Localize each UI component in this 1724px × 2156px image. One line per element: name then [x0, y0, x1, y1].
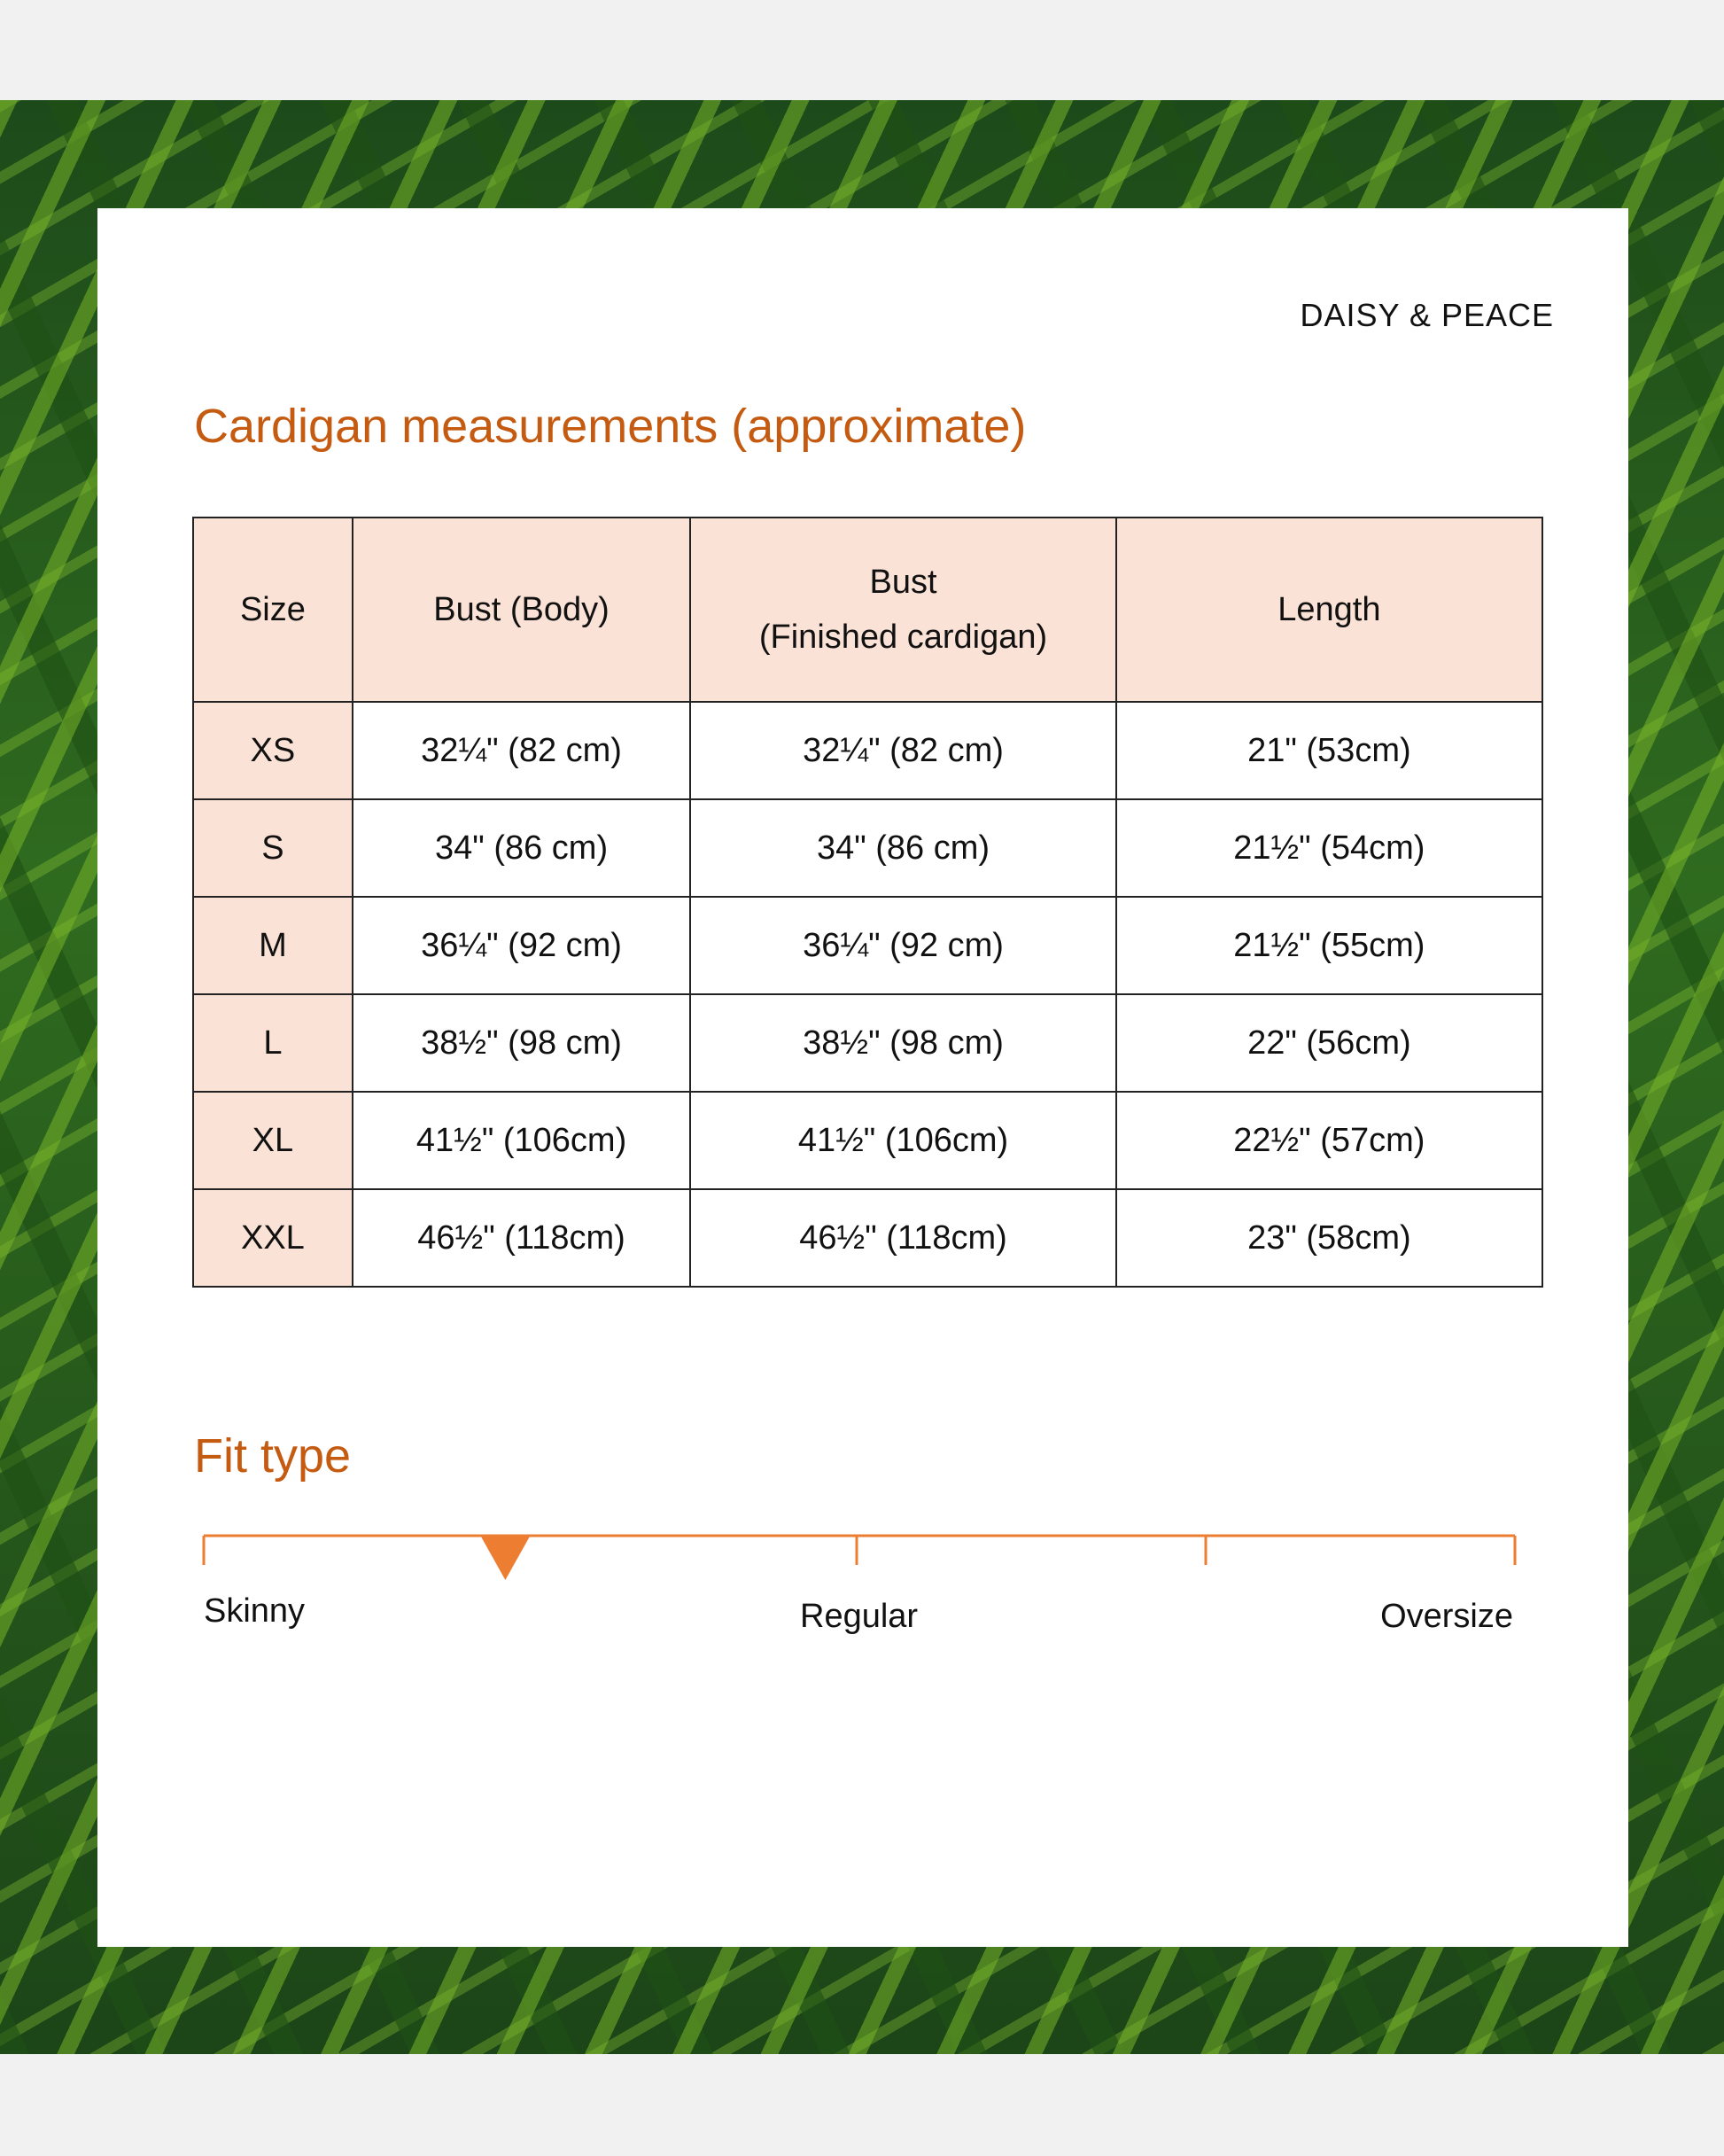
table-row: XXL 46½" (118cm) 46½" (118cm) 23" (58cm) [192, 1188, 1544, 1288]
bust-body-cell: 34" (86 cm) [351, 798, 692, 898]
brand-name: DAISY & PEACE [1300, 297, 1554, 333]
measurements-table: Size Bust (Body) Bust (Finished cardigan)… [192, 517, 1544, 1288]
page-title: Cardigan measurements (approximate) [194, 400, 1027, 453]
bust-finished-cell: 32¼" (82 cm) [689, 701, 1117, 800]
header-length: Length [1114, 517, 1544, 703]
bust-finished-cell: 41½" (106cm) [689, 1091, 1117, 1190]
length-cell: 21½" (54cm) [1114, 798, 1544, 898]
table-row: S 34" (86 cm) 34" (86 cm) 21½" (54cm) [192, 798, 1544, 898]
fit-type-title: Fit type [194, 1429, 352, 1483]
header-bust-finished: Bust (Finished cardigan) [689, 517, 1117, 703]
size-cell: XS [192, 701, 353, 800]
table-header-row: Size Bust (Body) Bust (Finished cardigan)… [192, 517, 1544, 703]
table-row: L 38½" (98 cm) 38½" (98 cm) 22" (56cm) [192, 993, 1544, 1093]
bust-body-cell: 38½" (98 cm) [351, 993, 692, 1093]
length-cell: 21" (53cm) [1114, 701, 1544, 800]
fit-label-skinny: Skinny [204, 1592, 306, 1630]
length-cell: 21½" (55cm) [1114, 896, 1544, 995]
bust-body-cell: 46½" (118cm) [351, 1188, 692, 1288]
header-size: Size [192, 517, 353, 703]
fit-marker-triangle [480, 1536, 531, 1580]
size-cell: S [192, 798, 353, 898]
header-bust-body: Bust (Body) [351, 517, 692, 703]
table-row: M 36¼" (92 cm) 36¼" (92 cm) 21½" (55cm) [192, 896, 1544, 995]
size-cell: XXL [192, 1188, 353, 1288]
table-row: XS 32¼" (82 cm) 32¼" (82 cm) 21" (53cm) [192, 701, 1544, 800]
fit-label-oversize: Oversize [1380, 1598, 1513, 1635]
fit-label-regular: Regular [800, 1598, 919, 1635]
bust-body-cell: 36¼" (92 cm) [351, 896, 692, 995]
length-cell: 23" (58cm) [1114, 1188, 1544, 1288]
bust-body-cell: 41½" (106cm) [351, 1091, 692, 1190]
length-cell: 22½" (57cm) [1114, 1091, 1544, 1190]
size-cell: M [192, 896, 353, 995]
bust-finished-cell: 34" (86 cm) [689, 798, 1117, 898]
table-row: XL 41½" (106cm) 41½" (106cm) 22½" (57cm) [192, 1091, 1544, 1190]
bust-finished-cell: 38½" (98 cm) [689, 993, 1117, 1093]
size-cell: L [192, 993, 353, 1093]
bust-finished-cell: 36¼" (92 cm) [689, 896, 1117, 995]
length-cell: 22" (56cm) [1114, 993, 1544, 1093]
bust-body-cell: 32¼" (82 cm) [351, 701, 692, 800]
bust-finished-cell: 46½" (118cm) [689, 1188, 1117, 1288]
size-cell: XL [192, 1091, 353, 1190]
